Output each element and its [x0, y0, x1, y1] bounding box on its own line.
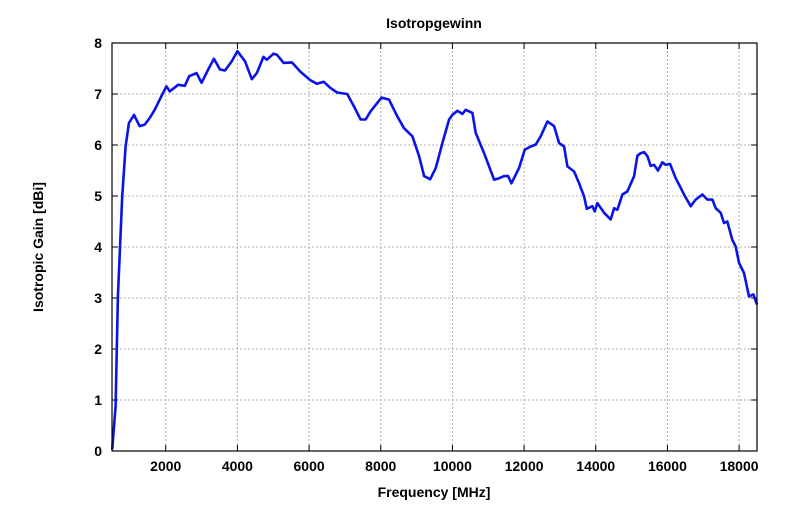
y-tick-label: 1: [94, 392, 102, 408]
gain-series-line: [110, 49, 759, 450]
x-tick-label: 16000: [648, 458, 687, 474]
y-tick-label: 4: [94, 239, 102, 255]
series: [110, 49, 759, 450]
y-tick-label: 2: [94, 341, 102, 357]
x-tick-label: 6000: [294, 458, 325, 474]
x-tick-label: 4000: [222, 458, 253, 474]
grid: [112, 42, 757, 452]
x-tick-label: 12000: [505, 458, 544, 474]
x-axis-label: Frequency [MHz]: [378, 484, 491, 500]
y-tick-label: 7: [94, 86, 102, 102]
y-tick-label: 8: [94, 35, 102, 51]
chart-title: Isotropgewinn: [386, 15, 482, 31]
x-tick-label: 10000: [433, 458, 472, 474]
y-tick-label: 0: [94, 443, 102, 459]
y-tick-label: 6: [94, 137, 102, 153]
plot-frame: [111, 42, 758, 452]
x-tick-label: 14000: [576, 458, 615, 474]
y-tick-label: 3: [94, 290, 102, 306]
y-tick-label: 5: [94, 188, 102, 204]
x-tick-label: 8000: [365, 458, 396, 474]
y-axis-label: Isotropic Gain [dBi]: [30, 182, 46, 312]
x-tick-label: 2000: [150, 458, 181, 474]
axis-ticks: 2000 4000 6000 8000 10000 12000 14000 16000 1800…: [94, 35, 759, 474]
x-tick-label: 18000: [720, 458, 759, 474]
